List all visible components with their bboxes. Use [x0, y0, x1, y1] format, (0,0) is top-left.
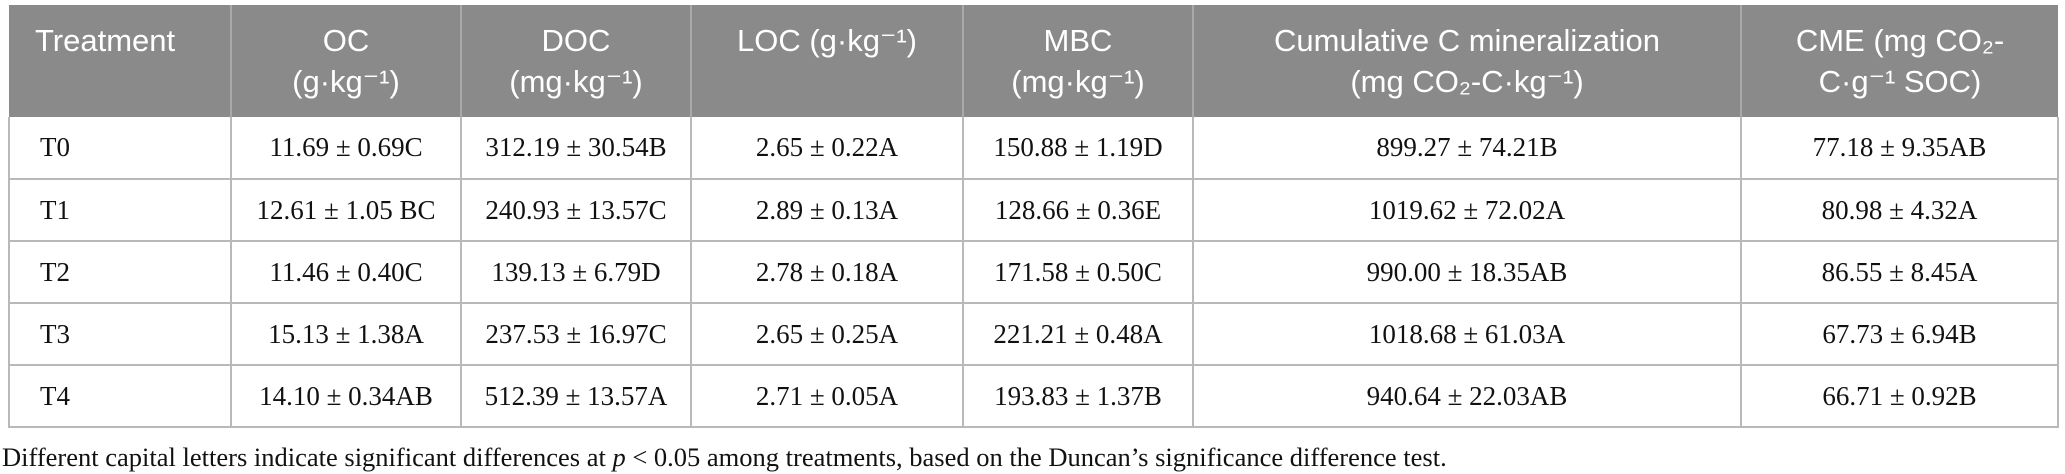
header-label: Cumulative C mineralization [1274, 23, 1660, 58]
column-header-treatment: Treatment [9, 5, 231, 117]
footnote-text-before-p: Different capital letters indicate signi… [2, 442, 613, 472]
cell-loc: 2.78 ± 0.18A [690, 240, 964, 304]
cell-cme: 77.18 ± 9.35AB [1740, 117, 2059, 180]
column-header-mbc: MBC (mg·kg⁻¹) [962, 5, 1193, 117]
column-header-loc: LOC (g·kg⁻¹) [690, 5, 963, 117]
header-label: DOC [541, 23, 611, 58]
header-label: MBC [1043, 23, 1113, 58]
header-label: LOC (g·kg⁻¹) [737, 23, 917, 58]
cell-mbc: 128.66 ± 0.36E [962, 178, 1194, 242]
cell-cumulative-c-mineralization: 899.27 ± 74.21B [1192, 117, 1742, 180]
cell-mbc: 221.21 ± 0.48A [962, 302, 1194, 366]
column-header-cme: CME (mg CO₂- C·g⁻¹ SOC) [1740, 5, 2058, 117]
table-row-t2: T2 11.46 ± 0.40C 139.13 ± 6.79D 2.78 ± 0… [8, 240, 2059, 304]
header-label: Treatment [35, 23, 176, 58]
table-row-t1: T1 12.61 ± 1.05 BC 240.93 ± 13.57C 2.89 … [8, 178, 2059, 242]
cell-cme: 67.73 ± 6.94B [1740, 302, 2059, 366]
cell-doc: 312.19 ± 30.54B [460, 117, 692, 180]
cell-cumulative-c-mineralization: 990.00 ± 18.35AB [1192, 240, 1742, 304]
cell-treatment: T3 [8, 302, 232, 366]
cell-oc: 14.10 ± 0.34AB [230, 364, 462, 428]
cell-doc: 240.93 ± 13.57C [460, 178, 692, 242]
table-row-t4: T4 14.10 ± 0.34AB 512.39 ± 13.57A 2.71 ±… [8, 364, 2059, 428]
cell-cme: 80.98 ± 4.32A [1740, 178, 2059, 242]
header-label: OC [322, 23, 370, 58]
cell-doc: 139.13 ± 6.79D [460, 240, 692, 304]
cell-oc: 12.61 ± 1.05 BC [230, 178, 462, 242]
cell-treatment: T4 [8, 364, 232, 428]
cell-cumulative-c-mineralization: 1018.68 ± 61.03A [1192, 302, 1742, 366]
cell-doc: 512.39 ± 13.57A [460, 364, 692, 428]
cell-treatment: T1 [8, 178, 232, 242]
cell-oc: 15.13 ± 1.38A [230, 302, 462, 366]
cell-loc: 2.71 ± 0.05A [690, 364, 964, 428]
cell-loc: 2.89 ± 0.13A [690, 178, 964, 242]
cell-mbc: 171.58 ± 0.50C [962, 240, 1194, 304]
table-row-t3: T3 15.13 ± 1.38A 237.53 ± 16.97C 2.65 ± … [8, 302, 2059, 366]
data-table: Treatment OC (g·kg⁻¹) DOC (mg·kg⁻¹) LOC (g… [8, 5, 2059, 428]
cell-cme: 66.71 ± 0.92B [1740, 364, 2059, 428]
table-row-t0: T0 11.69 ± 0.69C 312.19 ± 30.54B 2.65 ± … [8, 117, 2059, 180]
cell-mbc: 193.83 ± 1.37B [962, 364, 1194, 428]
cell-doc: 237.53 ± 16.97C [460, 302, 692, 366]
column-header-oc: OC (g·kg⁻¹) [230, 5, 461, 117]
column-header-cumulative-c-mineralization: Cumulative C mineralization (mg CO₂-C·kg⁻… [1192, 5, 1741, 117]
header-row: Treatment OC (g·kg⁻¹) DOC (mg·kg⁻¹) LOC (g… [9, 5, 2058, 117]
footnote-p-symbol: p [612, 442, 626, 472]
table-footnote: Different capital letters indicate signi… [2, 440, 2065, 474]
cell-oc: 11.69 ± 0.69C [230, 117, 462, 180]
cell-mbc: 150.88 ± 1.19D [962, 117, 1194, 180]
cell-treatment: T0 [8, 117, 232, 180]
cell-cumulative-c-mineralization: 1019.62 ± 72.02A [1192, 178, 1742, 242]
cell-cme: 86.55 ± 8.45A [1740, 240, 2059, 304]
footnote-text-after-p: < 0.05 among treatments, based on the Du… [625, 442, 1447, 472]
cell-oc: 11.46 ± 0.40C [230, 240, 462, 304]
cell-loc: 2.65 ± 0.22A [690, 117, 964, 180]
cell-cumulative-c-mineralization: 940.64 ± 22.03AB [1192, 364, 1742, 428]
column-header-doc: DOC (mg·kg⁻¹) [460, 5, 691, 117]
cell-loc: 2.65 ± 0.25A [690, 302, 964, 366]
cell-treatment: T2 [8, 240, 232, 304]
header-label: CME (mg CO₂- [1795, 23, 2005, 58]
